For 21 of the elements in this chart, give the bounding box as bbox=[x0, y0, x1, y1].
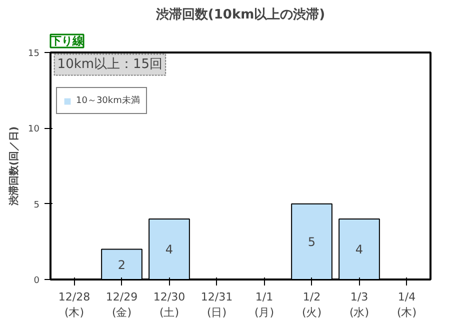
y-tick-label: 15 bbox=[28, 49, 40, 59]
data-label: 2 bbox=[118, 258, 126, 272]
y-axis-title: 渋滞回数(回／日) bbox=[8, 126, 20, 207]
chart-title: 渋滞回数(10km以上の渋滞) bbox=[154, 8, 326, 22]
y-tick-label: 0 bbox=[34, 276, 40, 286]
annotation: 10km以上：15回 bbox=[57, 57, 163, 72]
data-label: 4 bbox=[355, 242, 364, 257]
x-tick-label: 1/1 (月) bbox=[254, 290, 274, 320]
legend-label: 10～30km未満 bbox=[76, 94, 140, 107]
text: 下り線 bbox=[50, 34, 84, 48]
data-label: 4 bbox=[165, 242, 174, 257]
data-label: 5 bbox=[308, 235, 316, 250]
x-tick-label: 12/29 (金) bbox=[106, 290, 138, 320]
x-tick-label: 12/28 (木) bbox=[58, 290, 90, 320]
x-tick-label: 1/2 (火) bbox=[302, 290, 322, 320]
x-tick-label: 12/30 (土) bbox=[153, 290, 186, 320]
y-tick-label: 5 bbox=[34, 200, 40, 210]
x-tick-label: 1/3 (水) bbox=[349, 290, 370, 320]
y-tick-label: 10 bbox=[28, 124, 40, 135]
x-tick-label: 1/4 (木) bbox=[396, 290, 417, 320]
x-tick-label: 12/31 (日) bbox=[200, 290, 233, 320]
